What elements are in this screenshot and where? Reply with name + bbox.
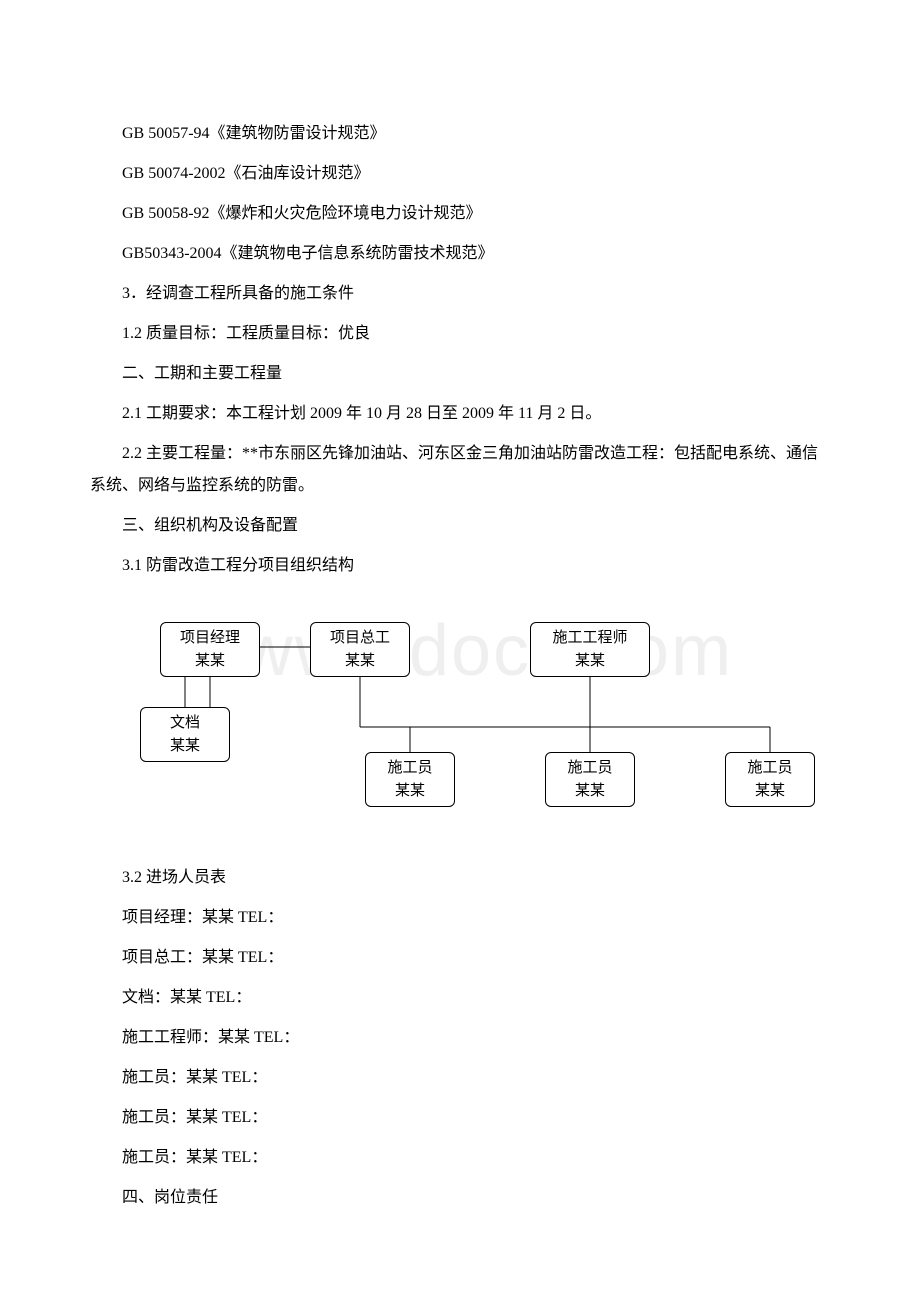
para-quality: 1.2 质量目标：工程质量目标：优良 <box>90 318 830 350</box>
node-name: 某某 <box>321 650 399 673</box>
para-gb50343: GB50343-2004《建筑物电子信息系统防雷技术规范》 <box>90 238 830 270</box>
node-construction-engineer: 施工工程师 某某 <box>530 622 650 677</box>
heading-section4: 四、岗位责任 <box>90 1182 830 1214</box>
node-chief-engineer: 项目总工 某某 <box>310 622 410 677</box>
para-person-eng: 施工工程师：某某 TEL： <box>90 1022 830 1054</box>
para-personnel-heading: 3.2 进场人员表 <box>90 862 830 894</box>
para-person-w2: 施工员：某某 TEL： <box>90 1102 830 1134</box>
node-worker-2: 施工员 某某 <box>545 752 635 807</box>
node-project-manager: 项目经理 某某 <box>160 622 260 677</box>
para-person-pm: 项目经理：某某 TEL： <box>90 902 830 934</box>
node-name: 某某 <box>541 650 639 673</box>
node-title: 施工员 <box>567 760 612 776</box>
org-chart: 项目经理 某某 项目总工 某某 施工工程师 某某 文档 某某 施工员 某某 施工… <box>90 612 830 832</box>
node-title: 施工员 <box>747 760 792 776</box>
node-title: 施工工程师 <box>552 630 627 646</box>
para-gb50057: GB 50057-94《建筑物防雷设计规范》 <box>90 118 830 150</box>
document-page: GB 50057-94《建筑物防雷设计规范》 GB 50074-2002《石油库… <box>0 0 920 1214</box>
node-worker-1: 施工员 某某 <box>365 752 455 807</box>
para-person-w1: 施工员：某某 TEL： <box>90 1062 830 1094</box>
node-name: 某某 <box>171 650 249 673</box>
node-title: 项目经理 <box>180 630 240 646</box>
node-title: 项目总工 <box>330 630 390 646</box>
node-document: 文档 某某 <box>140 707 230 762</box>
para-person-doc: 文档：某某 TEL： <box>90 982 830 1014</box>
para-orgstruct: 3.1 防雷改造工程分项目组织结构 <box>90 550 830 582</box>
node-title: 文档 <box>170 715 200 731</box>
node-name: 某某 <box>736 780 804 803</box>
para-schedule: 2.1 工期要求：本工程计划 2009 年 10 月 28 日至 2009 年 … <box>90 398 830 430</box>
node-name: 某某 <box>376 780 444 803</box>
heading-section2: 二、工期和主要工程量 <box>90 358 830 390</box>
node-name: 某某 <box>151 735 219 758</box>
para-workload: 2.2 主要工程量：**市东丽区先锋加油站、河东区金三角加油站防雷改造工程：包括… <box>90 438 830 502</box>
node-worker-3: 施工员 某某 <box>725 752 815 807</box>
node-title: 施工员 <box>387 760 432 776</box>
para-condition: 3．经调查工程所具备的施工条件 <box>90 278 830 310</box>
para-person-w3: 施工员：某某 TEL： <box>90 1142 830 1174</box>
heading-section3: 三、组织机构及设备配置 <box>90 510 830 542</box>
para-gb50058: GB 50058-92《爆炸和火灾危险环境电力设计规范》 <box>90 198 830 230</box>
para-gb50074: GB 50074-2002《石油库设计规范》 <box>90 158 830 190</box>
para-person-chief: 项目总工：某某 TEL： <box>90 942 830 974</box>
node-name: 某某 <box>556 780 624 803</box>
